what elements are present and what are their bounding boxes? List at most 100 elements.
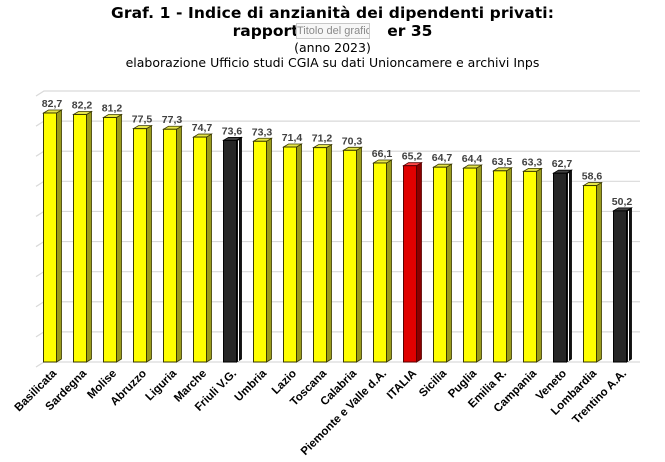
bar-front (373, 162, 387, 363)
bar-side (446, 163, 452, 363)
gridline (35, 240, 640, 248)
bar (612, 207, 633, 363)
gridline (35, 210, 640, 217)
bar-front (553, 172, 567, 363)
value-label: 82,2 (72, 99, 93, 111)
category-label: Sicilia (417, 367, 449, 399)
value-label: 73,6 (222, 125, 243, 137)
bar (222, 136, 243, 363)
gridline (35, 331, 640, 338)
value-label: 64,7 (432, 152, 453, 164)
category-labels: BasilicataSardegnaMoliseAbruzzoLiguriaMa… (13, 367, 629, 458)
chart-title: Graf. 1 - Indice di anzianità dei dipend… (111, 4, 554, 22)
value-label: 50,2 (612, 196, 633, 208)
bar-side (56, 109, 62, 363)
bar (102, 113, 123, 363)
value-label: 58,6 (582, 171, 603, 183)
bar-front (613, 210, 627, 363)
bar-front (463, 167, 477, 363)
value-label: 77,5 (132, 114, 153, 126)
gridlines (35, 90, 640, 368)
chart-title-right: er 35 (387, 22, 433, 40)
bar (552, 169, 573, 363)
bar (372, 159, 393, 363)
bar-front (583, 185, 597, 363)
bar (282, 143, 303, 363)
bar-front (433, 166, 447, 363)
value-labels: 82,7 82,2 81,2 77,5 77,3 74,7 73,6 73,3 71,4 71,2… (42, 98, 633, 208)
bar (492, 167, 513, 363)
bar-side (86, 110, 92, 363)
bar-front (133, 128, 147, 363)
chart-title-left: rapporto (232, 22, 310, 40)
bar-side (356, 146, 362, 363)
value-label: 71,4 (282, 132, 303, 144)
bar (342, 146, 363, 363)
chart-title-line2: rapporto er 35 (0, 22, 665, 40)
bar-front (193, 136, 207, 363)
bar (312, 143, 333, 363)
bar (42, 109, 63, 363)
value-label: 73,3 (252, 126, 273, 138)
bar-front (223, 139, 237, 363)
bar-front (163, 128, 177, 363)
value-label: 65,2 (402, 151, 423, 163)
bar (252, 137, 273, 363)
bar-front (343, 149, 357, 363)
bar-front (313, 147, 327, 363)
bar-side (326, 143, 332, 363)
bar-front (43, 112, 57, 363)
bar-side (116, 113, 122, 363)
category-label: Trentino A.A. (570, 368, 629, 427)
bar (582, 181, 603, 363)
value-label: 71,2 (312, 133, 333, 145)
gridline (35, 361, 640, 368)
value-label: 63,5 (492, 156, 513, 168)
bar-side (206, 133, 212, 363)
bar-side (386, 159, 392, 363)
bar-front (73, 113, 87, 363)
value-label: 62,7 (552, 158, 573, 170)
value-label: 64,4 (462, 153, 483, 165)
bar-front (103, 116, 117, 363)
gridline (35, 301, 640, 308)
bar-side (176, 125, 182, 363)
bar-side (506, 167, 512, 363)
value-label: 66,1 (372, 148, 393, 160)
bar (192, 133, 213, 363)
gridline (35, 271, 640, 278)
bar-side (596, 181, 602, 363)
value-label: 81,2 (102, 102, 123, 114)
category-label: ITALIA (385, 368, 419, 402)
bar (462, 164, 483, 363)
bar (402, 161, 423, 363)
bar-side (476, 164, 482, 363)
bar-side (266, 137, 272, 363)
chart-title-tooltip: Titolo del grafico (296, 23, 370, 39)
bar-front (253, 140, 267, 363)
bar-side (416, 161, 422, 363)
chart-source: elaborazione Ufficio studi CGIA su dati … (125, 55, 540, 70)
bar-side (296, 143, 302, 363)
gridline (35, 150, 640, 157)
value-label: 70,3 (342, 135, 363, 147)
bar-front (283, 146, 297, 363)
bar (132, 124, 153, 363)
value-label: 74,7 (192, 122, 213, 134)
bar (72, 110, 93, 363)
bar-front (403, 165, 417, 363)
category-label: Umbria (233, 367, 270, 404)
bar (432, 163, 453, 363)
bar-front (493, 170, 507, 363)
gridline (35, 90, 640, 97)
bar-side (146, 124, 152, 363)
bar-side (536, 167, 542, 363)
bar-front (523, 170, 537, 363)
bar (522, 167, 543, 363)
value-label: 82,7 (42, 98, 63, 110)
gridline (35, 180, 640, 187)
value-label: 77,3 (162, 114, 183, 126)
bar (162, 125, 183, 363)
bars (42, 109, 633, 363)
